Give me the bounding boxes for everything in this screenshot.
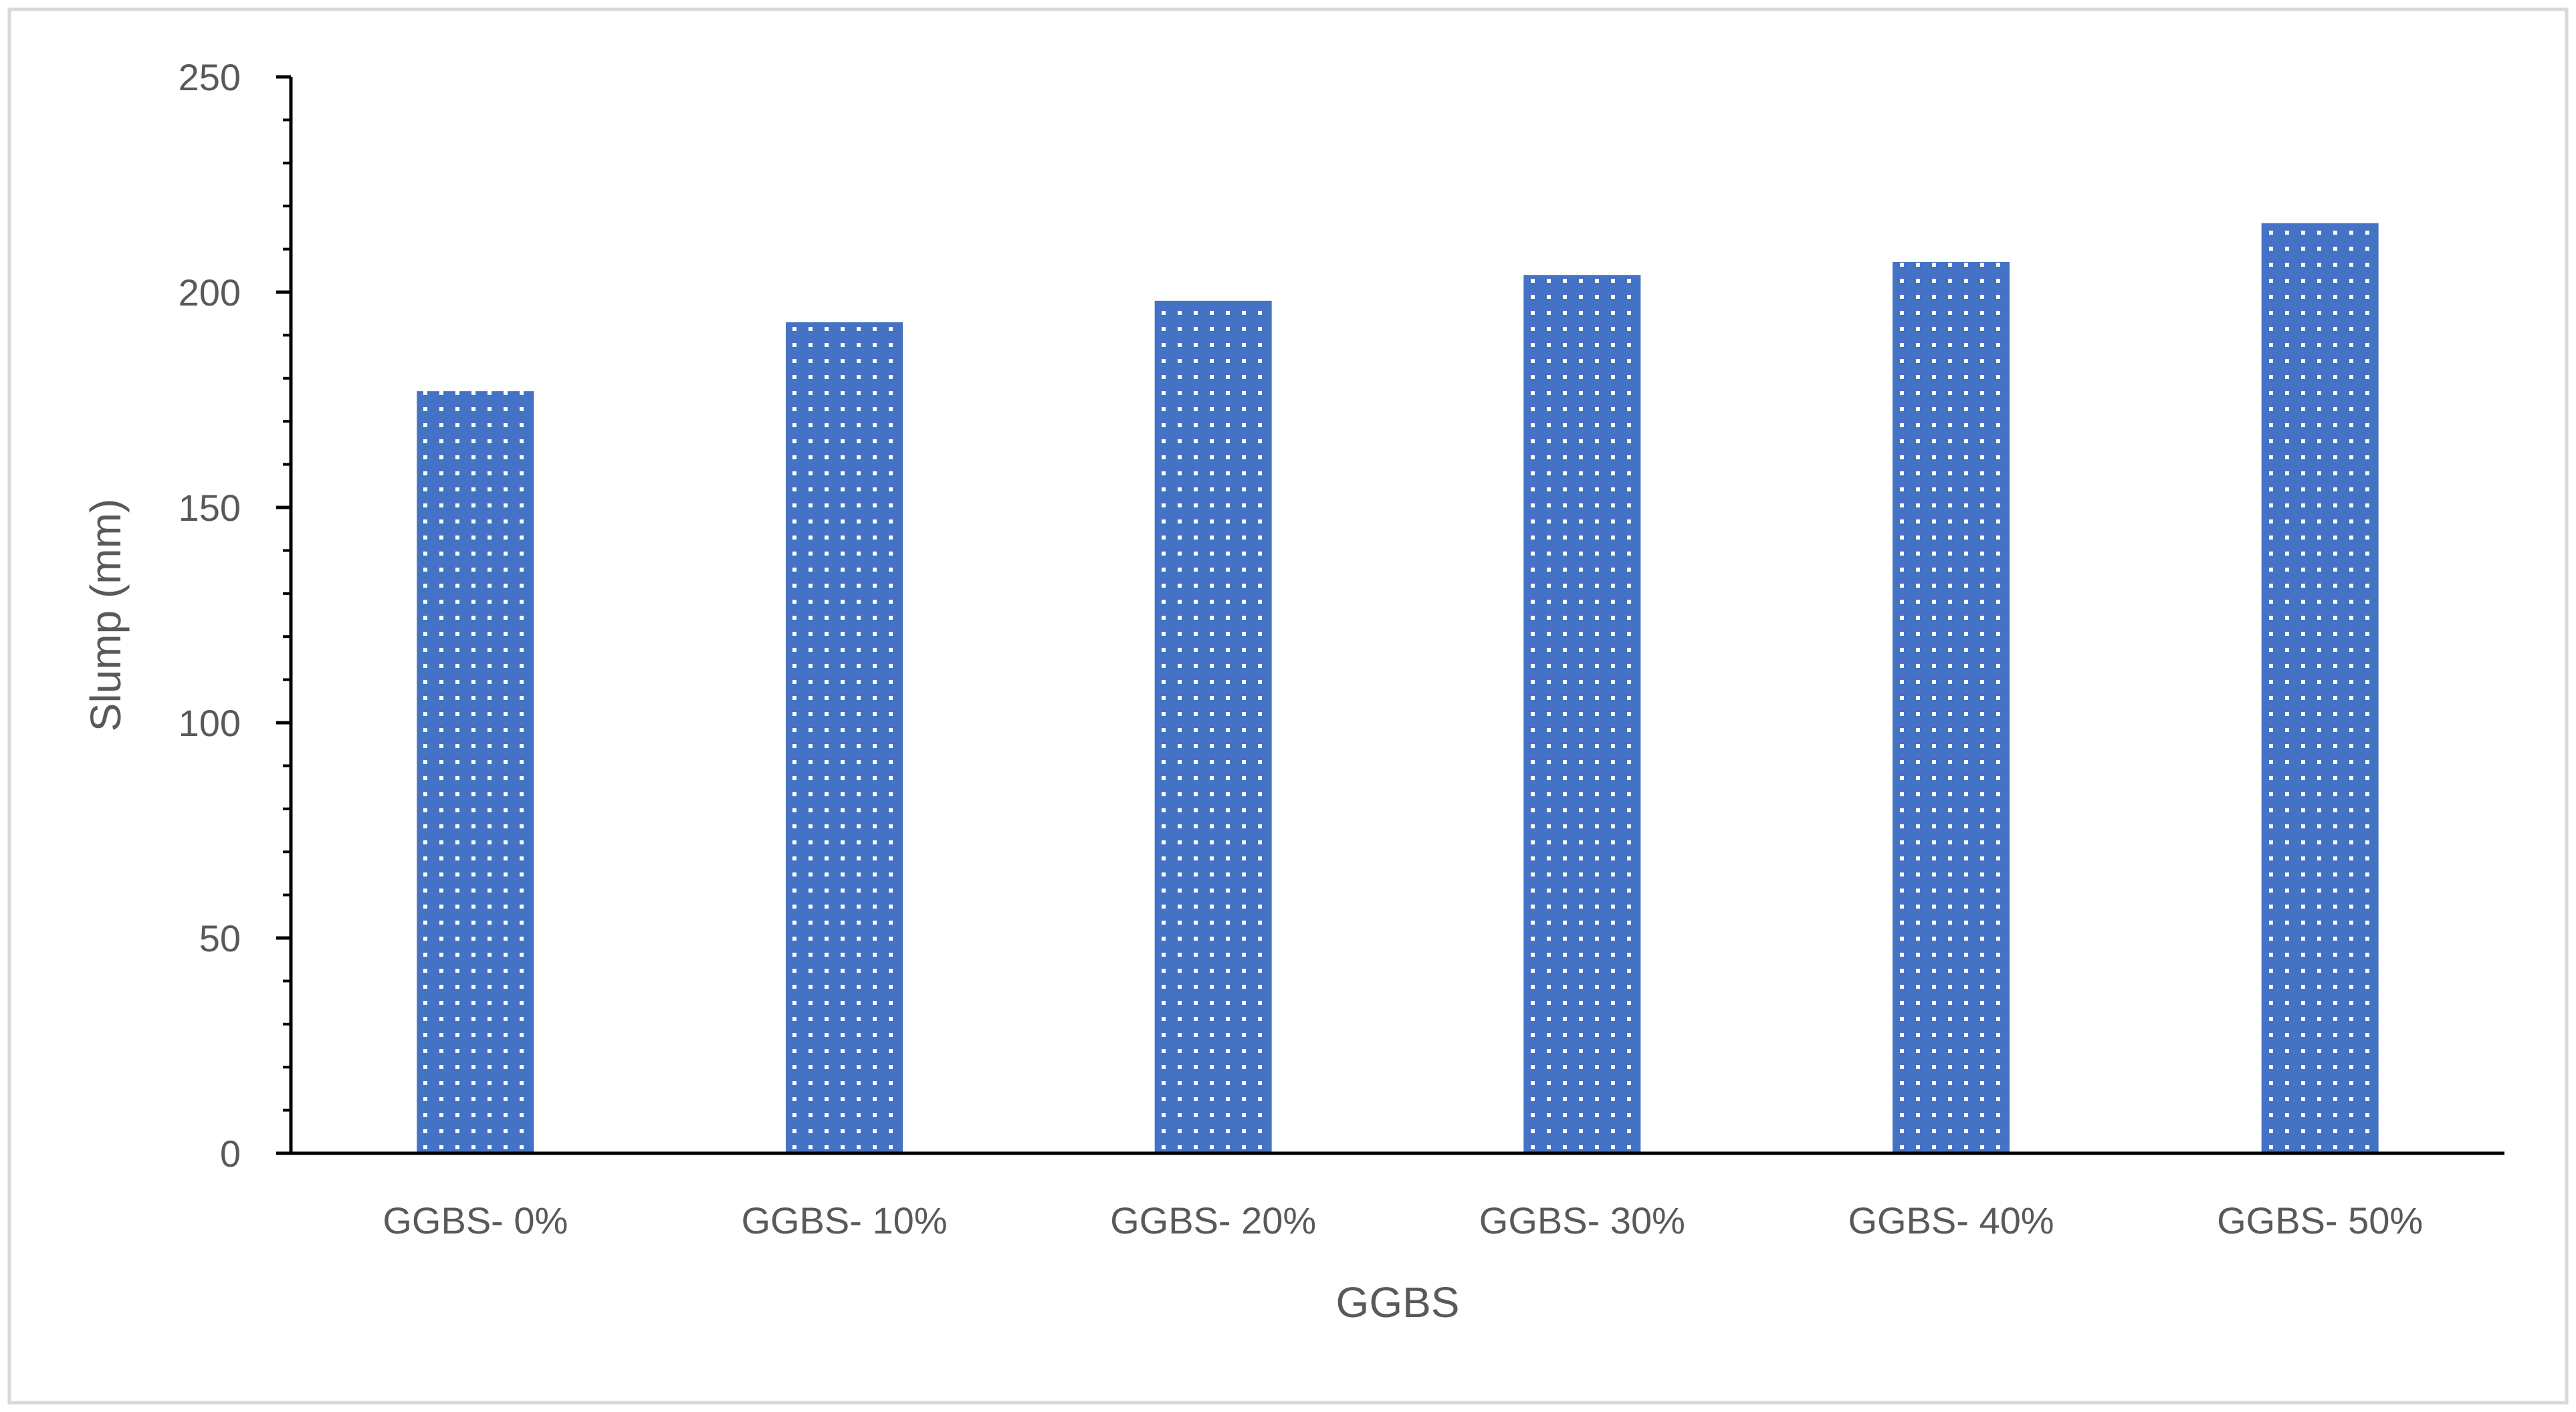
y-axis-tick-labels: 0 50 100 150 200 250 bbox=[179, 56, 241, 1175]
bar bbox=[1154, 300, 1272, 1153]
chart-border bbox=[7, 7, 2569, 1405]
x-tick-label: GGBS- 30% bbox=[1479, 1199, 1685, 1242]
x-tick-label: GGBS- 20% bbox=[1110, 1199, 1316, 1242]
bar bbox=[786, 322, 903, 1154]
y-axis-title: Slump (mm) bbox=[82, 499, 130, 731]
x-axis-tick-labels: GGBS- 0% GGBS- 10% GGBS- 20% GGBS- 30% GGBS-… bbox=[383, 1199, 2423, 1242]
bar bbox=[417, 391, 534, 1153]
bar bbox=[1523, 275, 1641, 1153]
y-tick-label: 150 bbox=[179, 487, 241, 529]
x-tick-label: GGBS- 0% bbox=[383, 1199, 568, 1242]
x-tick-label: GGBS- 10% bbox=[741, 1199, 947, 1242]
y-tick-label: 250 bbox=[179, 56, 241, 98]
y-tick-label: 200 bbox=[179, 271, 241, 314]
x-tick-label: GGBS- 50% bbox=[2217, 1199, 2423, 1242]
bar-series bbox=[417, 223, 2379, 1154]
y-tick-label: 100 bbox=[179, 702, 241, 744]
bar bbox=[1893, 261, 2010, 1153]
x-tick-label: GGBS- 40% bbox=[1848, 1199, 2054, 1242]
x-axis-title: GGBS bbox=[1336, 1278, 1460, 1326]
y-tick-label: 50 bbox=[199, 917, 241, 959]
y-tick-label: 0 bbox=[220, 1133, 241, 1175]
bar bbox=[2261, 223, 2379, 1154]
